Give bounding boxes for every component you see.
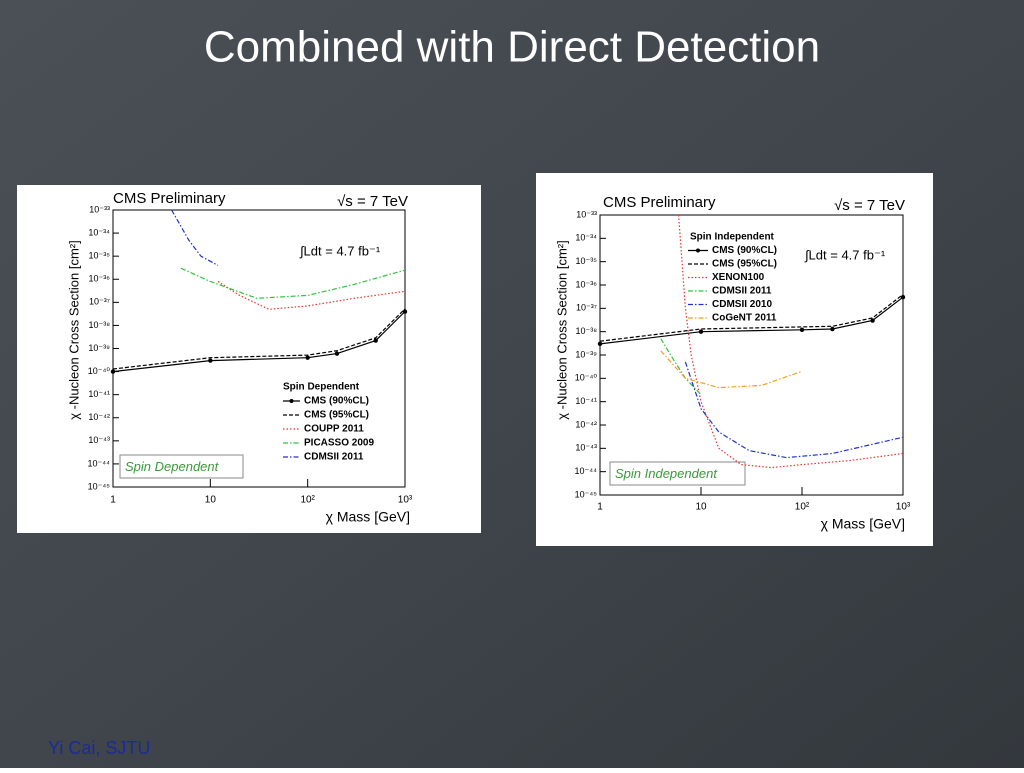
- y-tick-label: 10⁻⁴⁵: [88, 481, 111, 491]
- series-line: [112, 311, 406, 373]
- data-point: [870, 318, 875, 323]
- y-tick-label: 10⁻⁴¹: [575, 396, 597, 406]
- y-tick-label: 10⁻⁴³: [575, 443, 597, 453]
- y-tick-label: 10⁻⁴²: [575, 419, 597, 429]
- y-tick-label: 10⁻⁴⁵: [575, 489, 598, 499]
- y-tick-label: 10⁻³⁹: [88, 343, 110, 353]
- series-line: [660, 350, 803, 389]
- inset-label: Spin Dependent: [125, 459, 220, 474]
- luminosity-label: ∫Ldt = 4.7 fb⁻¹: [299, 243, 381, 258]
- slide-title: Combined with Direct Detection: [204, 23, 820, 72]
- y-tick-label: 10⁻³⁹: [575, 349, 597, 359]
- x-tick-label: 10: [205, 495, 217, 506]
- y-axis-label: χ -Nucleon Cross Section [cm²]: [554, 240, 569, 420]
- legend-label: CDMSII 2011: [712, 286, 772, 297]
- data-point: [402, 309, 408, 314]
- x-tick-label: 10²: [795, 502, 810, 513]
- data-point: [208, 358, 213, 363]
- data-point: [900, 295, 906, 300]
- legend-marker: [696, 248, 700, 253]
- chart-title: CMS Preliminary: [603, 194, 716, 211]
- legend-label: CDMSII 2011: [304, 452, 364, 463]
- footer: Yi Cai, SJTU: [48, 738, 150, 758]
- legend-label: CMS (95%CL): [712, 259, 777, 270]
- inset-box: [609, 461, 746, 486]
- x-axis-label: χ Mass [GeV]: [326, 509, 410, 525]
- chart-title: CMS Preliminary: [113, 190, 226, 207]
- chart: 10⁻³³ 10⁻³⁴ 10⁻³⁵ 10⁻³⁶ 10⁻³⁷ 10⁻³⁸ 10⁻³⁹ 10⁻⁴⁰…: [17, 185, 481, 533]
- data-point: [597, 341, 603, 347]
- energy-label: √s = 7 TeV: [337, 193, 408, 210]
- y-tick-label: 10⁻⁴¹: [88, 389, 110, 399]
- data-point: [334, 351, 340, 356]
- x-tick-label: 1: [597, 502, 603, 513]
- y-tick-label: 10⁻⁴⁰: [575, 373, 598, 383]
- y-tick-label: 10⁻⁴⁰: [88, 366, 111, 376]
- y-tick-label: 10⁻⁴⁴: [575, 466, 598, 476]
- data-point: [305, 355, 310, 360]
- legend-marker: [289, 399, 294, 403]
- y-tick-label: 10⁻³⁵: [89, 251, 111, 261]
- inset-box: [119, 454, 244, 479]
- y-tick-label: 10⁻³⁸: [575, 326, 597, 336]
- y-tick-label: 10⁻⁴⁴: [88, 458, 111, 468]
- y-tick-label: 10⁻³⁴: [88, 227, 110, 237]
- legend-label: CMS (90%CL): [304, 396, 369, 407]
- y-tick-label: 10⁻³³: [576, 209, 597, 219]
- series-line: [180, 267, 406, 299]
- y-tick-label: 10⁻³⁷: [576, 303, 597, 313]
- y-tick-label: 10⁻³⁴: [575, 233, 597, 243]
- data-point: [373, 338, 378, 343]
- data-point: [830, 326, 835, 332]
- legend-title: Spin Dependent: [283, 382, 360, 393]
- x-tick-label: 10³: [398, 495, 413, 506]
- y-tick-label: 10⁻³⁸: [88, 320, 110, 330]
- legend-title: Spin Independent: [690, 232, 775, 243]
- x-tick-label: 1: [110, 495, 116, 506]
- legend-label: COUPP 2011: [304, 424, 364, 435]
- series-line: [684, 361, 904, 459]
- series-line: [171, 209, 219, 266]
- energy-label: √s = 7 TeV: [834, 197, 905, 214]
- y-axis-label: χ -Nucleon Cross Section [cm²]: [66, 240, 81, 420]
- series-line: [678, 214, 904, 469]
- x-tick-label: 10²: [300, 495, 315, 506]
- data-point: [698, 329, 704, 334]
- legend-label: XENON100: [712, 272, 765, 283]
- x-tick-label: 10³: [896, 502, 911, 513]
- legend-label: CMS (90%CL): [712, 245, 777, 256]
- y-tick-label: 10⁻³⁶: [576, 279, 598, 289]
- legend-label: CMS (95%CL): [304, 410, 369, 421]
- y-tick-label: 10⁻³⁵: [576, 256, 598, 266]
- series-line: [660, 338, 702, 396]
- x-axis-label: χ Mass [GeV]: [821, 516, 905, 532]
- series-line: [217, 280, 406, 310]
- data-point: [110, 369, 116, 374]
- y-tick-label: 10⁻³⁷: [89, 297, 110, 307]
- x-tick-label: 10: [695, 502, 707, 513]
- legend-label: PICASSO 2009: [304, 438, 374, 449]
- chart: 10⁻³³ 10⁻³⁴ 10⁻³⁵ 10⁻³⁶ 10⁻³⁷ 10⁻³⁸ 10⁻³⁹ 10⁻⁴⁰…: [536, 173, 933, 546]
- series-line: [599, 294, 904, 342]
- y-tick-label: 10⁻⁴³: [88, 435, 110, 445]
- y-tick-label: 10⁻³³: [89, 204, 110, 214]
- inset-label: Spin Independent: [615, 466, 718, 481]
- y-tick-label: 10⁻⁴²: [88, 412, 110, 422]
- legend-label: CoGeNT 2011: [712, 313, 777, 324]
- legend-label: CDMSII 2010: [712, 299, 772, 310]
- series-line: [112, 308, 406, 370]
- y-tick-label: 10⁻³⁶: [89, 274, 111, 284]
- series-line: [599, 296, 904, 345]
- data-point: [799, 327, 805, 333]
- luminosity-label: ∫Ldt = 4.7 fb⁻¹: [804, 247, 886, 262]
